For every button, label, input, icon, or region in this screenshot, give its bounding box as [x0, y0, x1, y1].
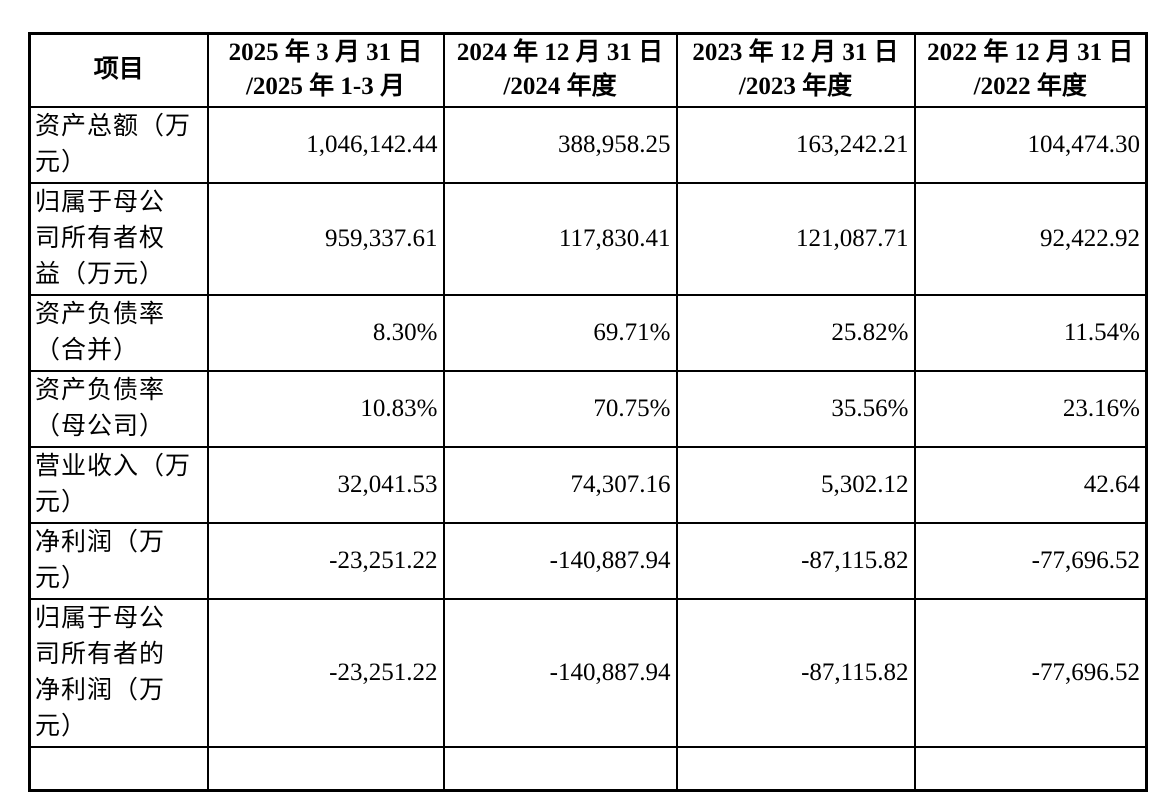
value-cell: -77,696.52 [913, 521, 1148, 600]
row-label [28, 745, 209, 792]
value-cell [442, 745, 678, 792]
header-cell-period-2022: 2022 年 12 月 31 日 /2022 年度 [913, 32, 1148, 108]
value-cell: -87,115.82 [675, 521, 916, 600]
table-row-net-profit-to-parent: 归属于母公 司所有者的 净利润（万 元） -23,251.22 -140,887… [28, 597, 1148, 748]
row-label: 归属于母公 司所有者的 净利润（万 元） [28, 597, 209, 748]
value-cell: 959,337.61 [206, 181, 445, 296]
table-row-net-profit: 净利润（万 元） -23,251.22 -140,887.94 -87,115.… [28, 521, 1148, 600]
value-cell [675, 745, 916, 792]
value-cell: -87,115.82 [675, 597, 916, 748]
value-cell: 8.30% [206, 293, 445, 372]
value-cell: 70.75% [442, 369, 678, 448]
value-cell [913, 745, 1148, 792]
table-row-cutoff [28, 745, 1148, 792]
value-cell: 23.16% [913, 369, 1148, 448]
row-label: 归属于母公 司所有者权 益（万元） [28, 181, 209, 296]
value-cell: 32,041.53 [206, 445, 445, 524]
row-label: 营业收入（万 元） [28, 445, 209, 524]
value-cell: -23,251.22 [206, 521, 445, 600]
value-cell: 10.83% [206, 369, 445, 448]
value-cell: 104,474.30 [913, 105, 1148, 184]
value-cell: 35.56% [675, 369, 916, 448]
value-cell: 11.54% [913, 293, 1148, 372]
value-cell: 117,830.41 [442, 181, 678, 296]
value-cell [206, 745, 445, 792]
table-row-parent-equity: 归属于母公 司所有者权 益（万元） 959,337.61 117,830.41 … [28, 181, 1148, 296]
value-cell: 92,422.92 [913, 181, 1148, 296]
financial-summary-table: 项目 2025 年 3 月 31 日 /2025 年 1-3 月 2024 年 … [28, 32, 1148, 792]
header-cell-item: 项目 [28, 32, 209, 108]
value-cell: 121,087.71 [675, 181, 916, 296]
table-row-debt-ratio-parent: 资产负债率 （母公司） 10.83% 70.75% 35.56% 23.16% [28, 369, 1148, 448]
table-header-row: 项目 2025 年 3 月 31 日 /2025 年 1-3 月 2024 年 … [28, 32, 1148, 108]
header-cell-period-2024: 2024 年 12 月 31 日 /2024 年度 [442, 32, 678, 108]
value-cell: 163,242.21 [675, 105, 916, 184]
value-cell: -140,887.94 [442, 521, 678, 600]
value-cell: -23,251.22 [206, 597, 445, 748]
value-cell: 388,958.25 [442, 105, 678, 184]
row-label: 资产负债率 （合并） [28, 293, 209, 372]
value-cell: 69.71% [442, 293, 678, 372]
row-label: 资产总额（万 元） [28, 105, 209, 184]
value-cell: 25.82% [675, 293, 916, 372]
value-cell: 74,307.16 [442, 445, 678, 524]
value-cell: 1,046,142.44 [206, 105, 445, 184]
value-cell: -140,887.94 [442, 597, 678, 748]
value-cell: -77,696.52 [913, 597, 1148, 748]
table-row-total-assets: 资产总额（万 元） 1,046,142.44 388,958.25 163,24… [28, 105, 1148, 184]
row-label: 净利润（万 元） [28, 521, 209, 600]
table-row-operating-revenue: 营业收入（万 元） 32,041.53 74,307.16 5,302.12 4… [28, 445, 1148, 524]
row-label: 资产负债率 （母公司） [28, 369, 209, 448]
value-cell: 42.64 [913, 445, 1148, 524]
value-cell: 5,302.12 [675, 445, 916, 524]
table-row-debt-ratio-consolidated: 资产负债率 （合并） 8.30% 69.71% 25.82% 11.54% [28, 293, 1148, 372]
header-cell-period-2023: 2023 年 12 月 31 日 /2023 年度 [675, 32, 916, 108]
header-cell-period-2025: 2025 年 3 月 31 日 /2025 年 1-3 月 [206, 32, 445, 108]
document-page: 项目 2025 年 3 月 31 日 /2025 年 1-3 月 2024 年 … [28, 32, 1148, 792]
